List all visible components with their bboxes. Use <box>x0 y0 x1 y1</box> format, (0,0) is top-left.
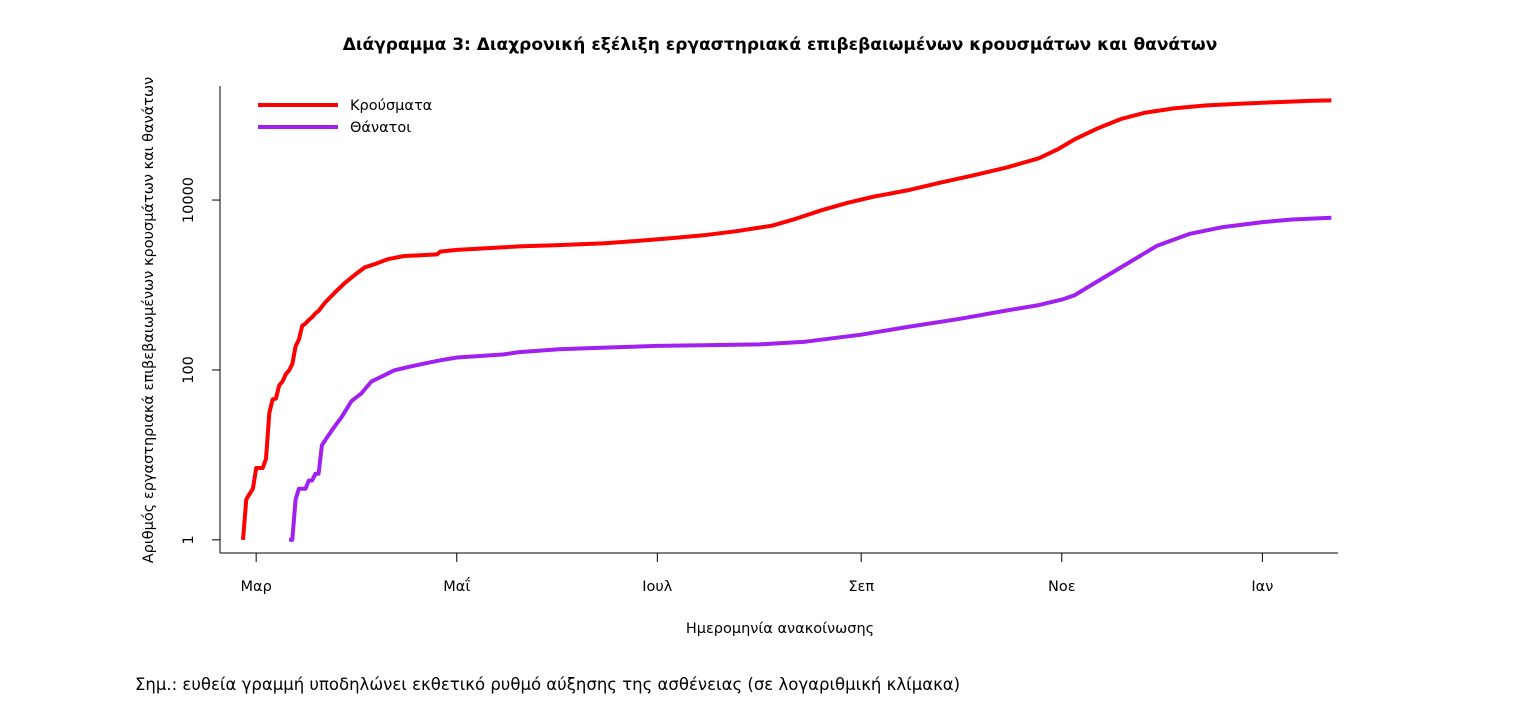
legend-label-deaths: Θάνατοι <box>350 120 411 136</box>
x-axis-label: Ημερομηνία ανακοίνωσης <box>686 621 874 637</box>
series-line-cases <box>241 98 1332 540</box>
x-tick-label: Μαρ <box>241 579 272 595</box>
x-tick-label: Ιουλ <box>642 579 673 595</box>
y-axis-ticks: 1 100 10000 <box>181 177 220 544</box>
series-line-deaths <box>289 215 1332 542</box>
x-tick-label: Νοε <box>1048 579 1076 595</box>
y-tick-label: 1 <box>181 535 197 544</box>
series-lines <box>241 98 1332 542</box>
legend-label-cases: Κρούσματα <box>350 98 432 114</box>
legend: Κρούσματα Θάνατοι <box>258 98 432 136</box>
x-tick-label: Σεπ <box>848 579 874 595</box>
y-tick-label: 10000 <box>181 177 197 223</box>
chart-title: Διάγραμμα 3: Διαχρονική εξέλιξη εργαστηρ… <box>343 35 1218 55</box>
y-tick-label: 100 <box>181 356 197 384</box>
x-tick-label: Ιαν <box>1251 579 1273 595</box>
x-axis-ticks: Μαρ Μαΐ Ιουλ Σεπ Νοε Ιαν <box>241 553 1273 595</box>
footnote: Σημ.: ευθεία γραμμή υποδηλώνει εκθετικό … <box>135 675 960 694</box>
x-tick-label: Μαΐ <box>443 577 470 595</box>
y-axis-label: Αριθμός εργαστηριακά επιβεβαιωμένων κρου… <box>141 77 157 563</box>
